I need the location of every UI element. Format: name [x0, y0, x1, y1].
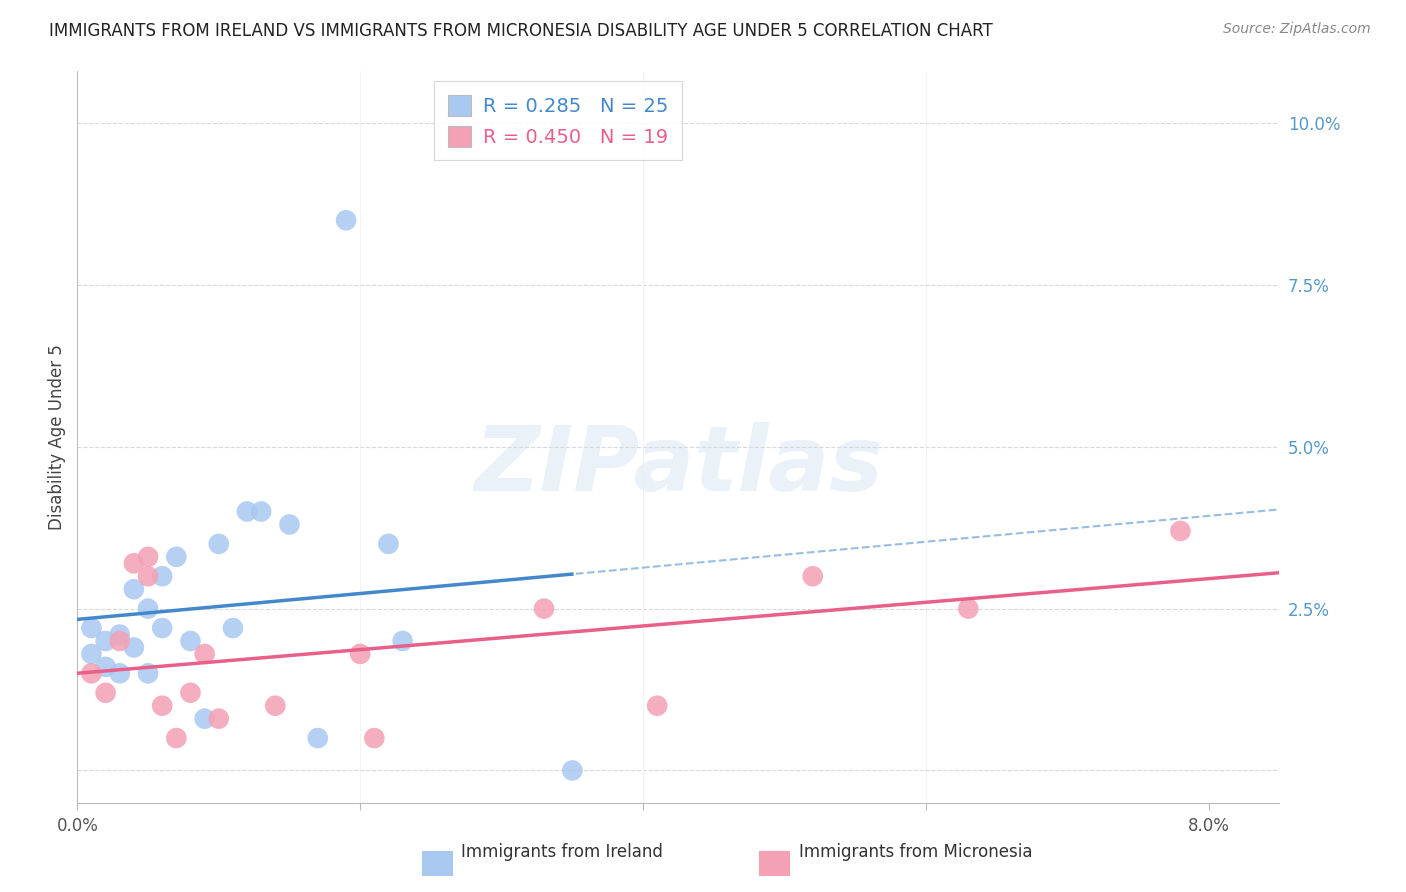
Point — [391, 634, 413, 648]
Text: ZIPatlas: ZIPatlas — [474, 422, 883, 510]
Point — [80, 666, 103, 681]
Point — [108, 627, 131, 641]
Text: Source: ZipAtlas.com: Source: ZipAtlas.com — [1223, 22, 1371, 37]
Point — [150, 621, 173, 635]
Point — [264, 698, 287, 713]
Point — [801, 569, 824, 583]
Point — [108, 634, 131, 648]
Point — [94, 686, 117, 700]
Point — [533, 601, 555, 615]
Point — [136, 666, 159, 681]
Point — [80, 621, 103, 635]
Point — [957, 601, 980, 615]
Point — [179, 634, 201, 648]
Point — [208, 712, 231, 726]
Point — [122, 557, 145, 571]
Point — [122, 640, 145, 655]
Y-axis label: Disability Age Under 5: Disability Age Under 5 — [48, 344, 66, 530]
Point — [94, 660, 117, 674]
Point — [136, 569, 159, 583]
Point — [122, 582, 145, 597]
Point — [194, 647, 217, 661]
Point — [136, 549, 159, 564]
Point — [278, 517, 301, 532]
Point — [150, 698, 173, 713]
Text: Immigrants from Ireland: Immigrants from Ireland — [461, 843, 664, 861]
Point — [250, 504, 273, 518]
Point — [194, 712, 217, 726]
Point — [179, 686, 201, 700]
Point — [349, 647, 371, 661]
Point — [561, 764, 583, 778]
Point — [208, 537, 231, 551]
Point — [1170, 524, 1192, 538]
Point — [80, 647, 103, 661]
Point — [645, 698, 668, 713]
Point — [165, 549, 187, 564]
Point — [94, 634, 117, 648]
Point — [150, 569, 173, 583]
Legend: R = 0.285   N = 25, R = 0.450   N = 19: R = 0.285 N = 25, R = 0.450 N = 19 — [434, 81, 682, 161]
Point — [165, 731, 187, 745]
Point — [236, 504, 259, 518]
Point — [335, 213, 357, 227]
Text: IMMIGRANTS FROM IRELAND VS IMMIGRANTS FROM MICRONESIA DISABILITY AGE UNDER 5 COR: IMMIGRANTS FROM IRELAND VS IMMIGRANTS FR… — [49, 22, 993, 40]
Point — [222, 621, 245, 635]
Point — [136, 601, 159, 615]
Text: Immigrants from Micronesia: Immigrants from Micronesia — [799, 843, 1032, 861]
Point — [363, 731, 385, 745]
Point — [307, 731, 329, 745]
Point — [108, 666, 131, 681]
Point — [377, 537, 399, 551]
